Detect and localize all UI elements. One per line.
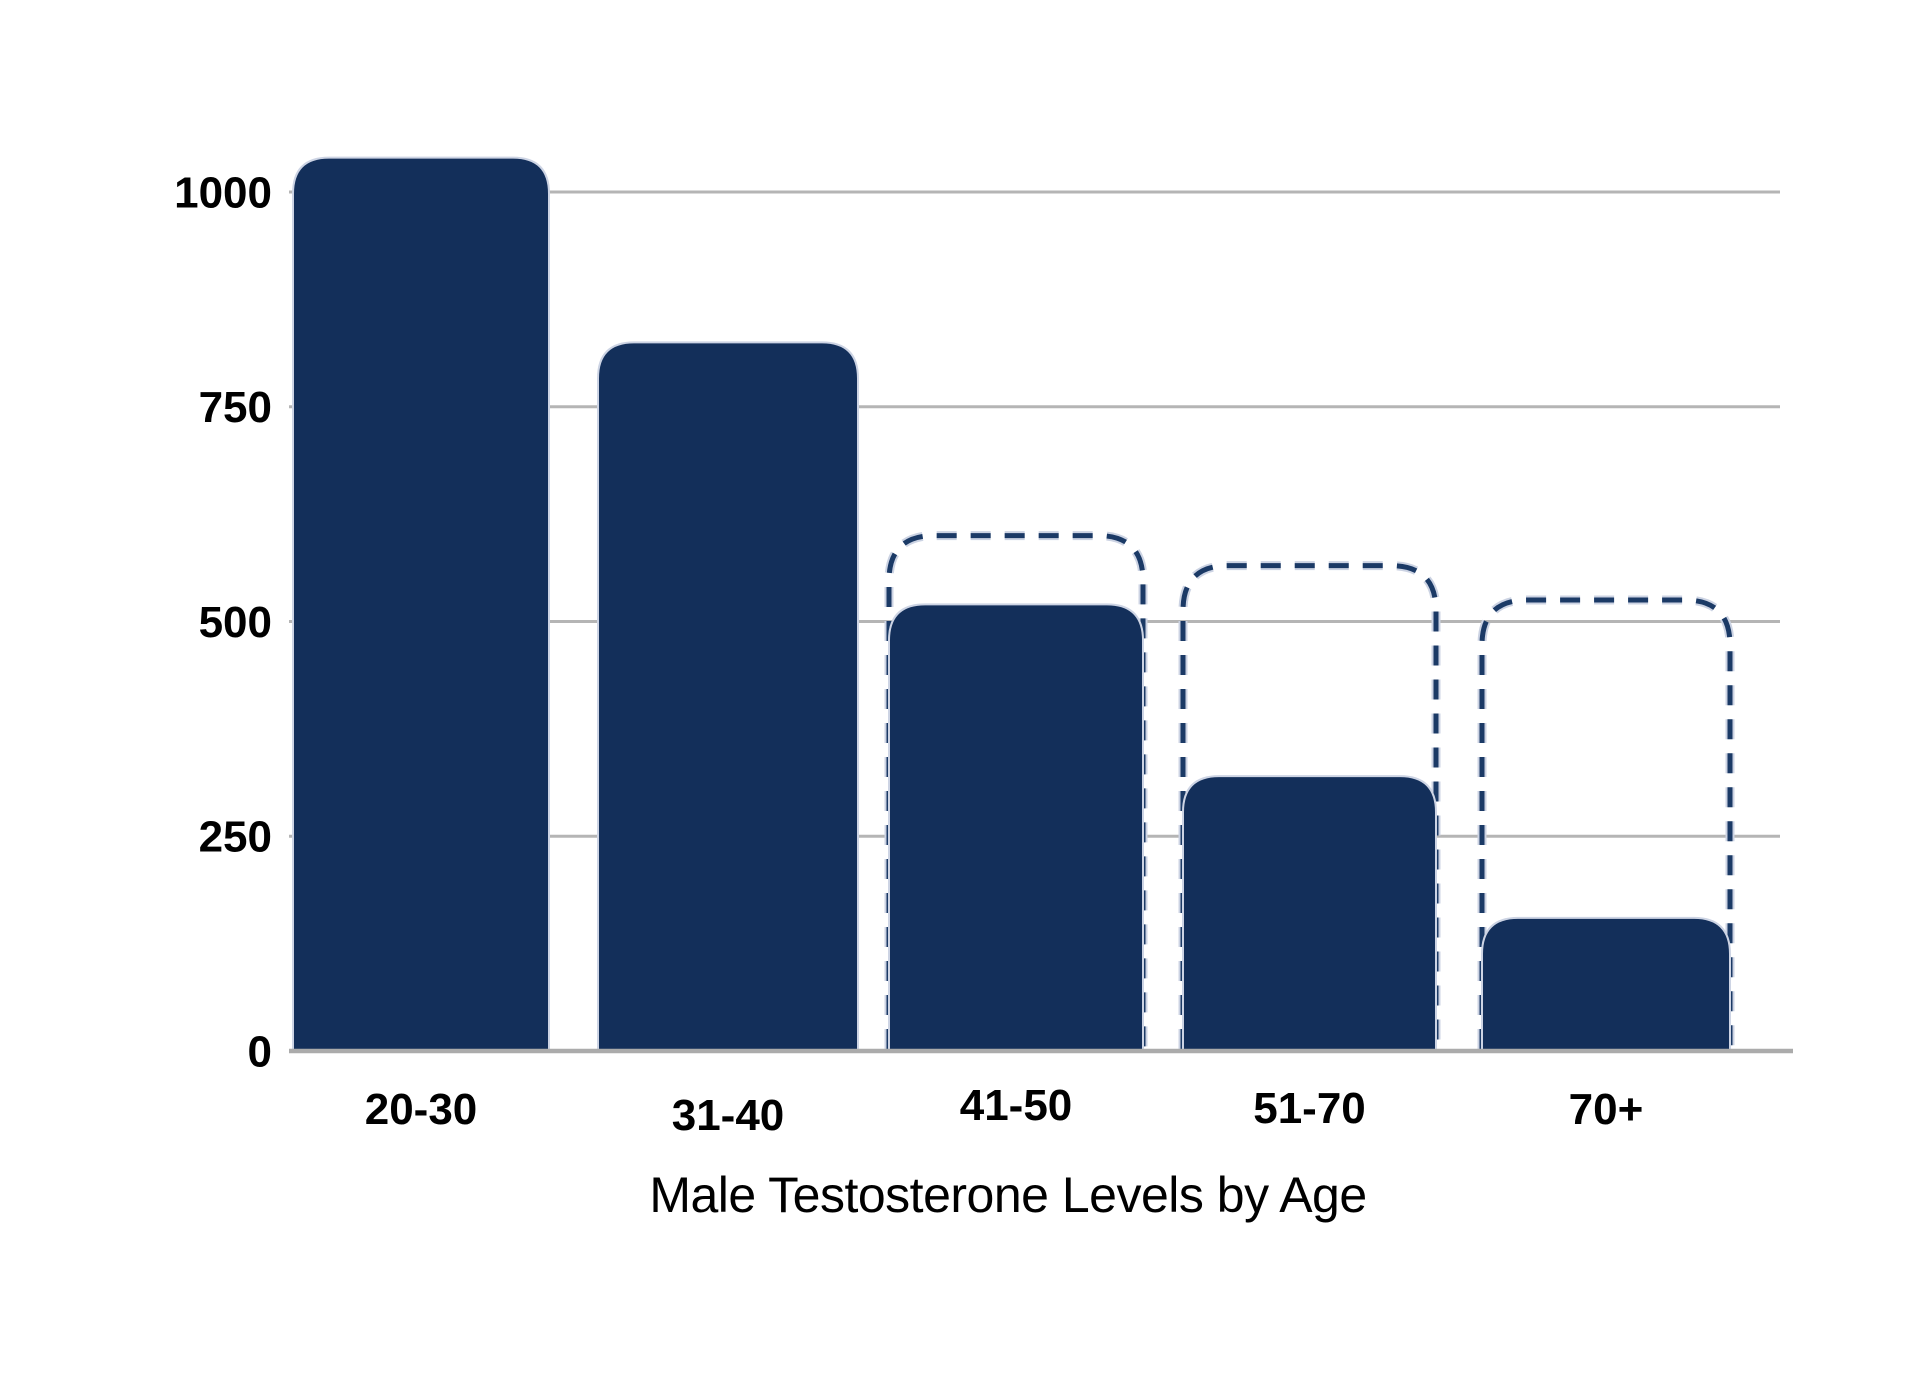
bar-70+ xyxy=(1481,916,1731,1052)
chart-title: Male Testosterone Levels by Age xyxy=(649,1167,1366,1223)
potential-outline-41-50 xyxy=(886,533,1146,1049)
y-tick-label-250: 250 xyxy=(199,813,272,862)
x-axis-category-labels: 20-30 31-40 41-50 51-70 70+ xyxy=(365,1081,1644,1140)
y-tick-label-500: 500 xyxy=(199,598,272,647)
x-axis-label-51-70: 51-70 xyxy=(1253,1084,1366,1133)
x-axis-label-20-30: 20-30 xyxy=(365,1085,478,1134)
potential-outline-70+ xyxy=(1479,597,1733,1049)
bar-20-30 xyxy=(292,156,550,1052)
bar-31-40 xyxy=(597,341,859,1052)
y-axis-tick-labels: 0 250 500 750 1000 xyxy=(174,168,272,1076)
x-axis-label-70+: 70+ xyxy=(1569,1085,1644,1134)
x-axis-label-31-40: 31-40 xyxy=(672,1091,785,1140)
y-tick-label-0: 0 xyxy=(248,1027,272,1076)
dashed-outline-bars xyxy=(884,531,1735,1049)
potential-outline-51-70 xyxy=(1180,563,1439,1049)
x-axis-label-41-50: 41-50 xyxy=(960,1081,1073,1130)
y-tick-label-1000: 1000 xyxy=(174,168,272,217)
y-tick-label-750: 750 xyxy=(199,383,272,432)
bar-41-50 xyxy=(888,603,1144,1052)
solid-bars xyxy=(292,156,1731,1052)
bar-51-70 xyxy=(1182,775,1437,1052)
